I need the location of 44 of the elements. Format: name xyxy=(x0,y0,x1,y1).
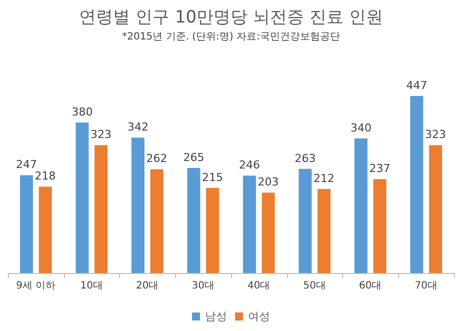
data-label: 380 xyxy=(72,106,93,119)
bar xyxy=(429,145,442,273)
x-tick-label: 30대 xyxy=(192,280,214,292)
data-label: 203 xyxy=(258,176,279,189)
data-label: 212 xyxy=(314,172,335,186)
data-label: 215 xyxy=(202,170,224,184)
data-label: 237 xyxy=(369,162,390,176)
data-label: 218 xyxy=(34,170,56,183)
legend-label: 남성 xyxy=(205,310,227,323)
bar xyxy=(262,192,275,273)
bar xyxy=(150,169,164,273)
data-label: 263 xyxy=(294,152,316,165)
bar xyxy=(94,145,108,273)
bar xyxy=(354,138,368,273)
x-tick-label: 20대 xyxy=(136,280,159,292)
x-tick-label: 60대 xyxy=(359,280,382,292)
x-tick-label: 9세 이하 xyxy=(16,280,56,292)
x-tick-label: 50대 xyxy=(303,280,326,292)
bar xyxy=(206,188,220,273)
x-tick-label: 10대 xyxy=(80,280,103,292)
bar xyxy=(38,186,52,273)
data-label: 447 xyxy=(406,78,428,92)
data-label: 247 xyxy=(16,158,37,172)
data-label: 323 xyxy=(425,128,446,142)
bar xyxy=(410,96,424,273)
bar xyxy=(318,189,331,273)
data-label: 342 xyxy=(127,120,148,134)
data-label: 265 xyxy=(183,151,204,164)
chart-subtitle: *2015년 기준. (단위:명) 자료:국민건강보험공단 xyxy=(122,32,340,42)
bar xyxy=(76,122,89,273)
bar xyxy=(187,168,200,273)
data-label: 340 xyxy=(350,121,372,134)
data-label: 262 xyxy=(146,152,168,166)
chart-title: 연령별 인구 10만명당 뇌전증 진료 인원 xyxy=(79,8,383,28)
bar xyxy=(131,138,144,273)
bar xyxy=(20,175,33,273)
x-tick-label: 40대 xyxy=(248,280,270,292)
data-label: 323 xyxy=(90,128,112,142)
bar xyxy=(373,179,386,273)
bar xyxy=(298,168,312,273)
x-tick-label: 70대 xyxy=(414,280,438,292)
bar xyxy=(242,176,256,273)
legend-label: 여성 xyxy=(248,310,270,323)
data-label: 246 xyxy=(238,158,260,172)
